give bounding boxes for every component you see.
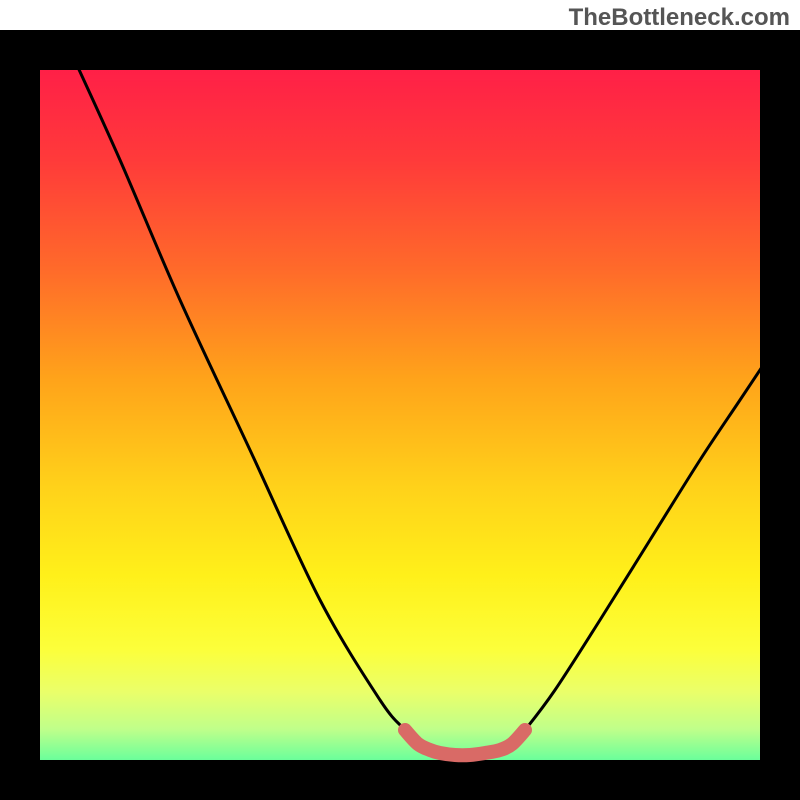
- watermark-label: TheBottleneck.com: [569, 4, 790, 32]
- chart-container: TheBottleneck.com: [0, 0, 800, 800]
- bottleneck-chart: [0, 0, 800, 800]
- chart-background: [20, 50, 780, 780]
